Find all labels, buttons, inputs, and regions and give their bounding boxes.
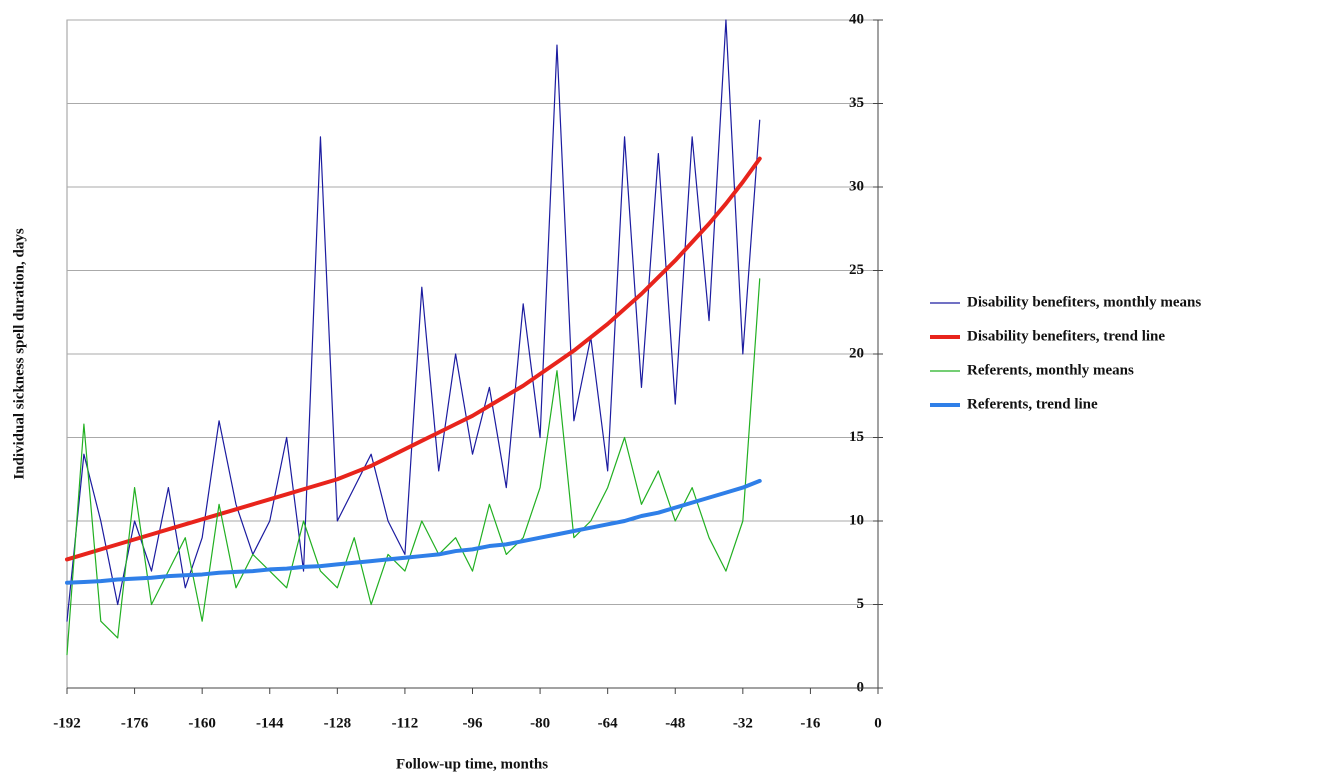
y-tick-label: 35 bbox=[849, 95, 864, 111]
series-line bbox=[66, 19, 761, 622]
legend-label: Disability benefiters, trend line bbox=[967, 328, 1165, 344]
x-tick-label: -48 bbox=[665, 715, 685, 731]
legend-label: Disability benefiters, monthly means bbox=[967, 294, 1201, 310]
x-tick-label: -192 bbox=[53, 715, 81, 731]
x-tick-label: -96 bbox=[463, 715, 483, 731]
y-tick-label: 5 bbox=[857, 596, 865, 612]
y-tick-label: 20 bbox=[849, 345, 864, 361]
x-tick-label: -112 bbox=[392, 715, 419, 731]
x-tick-label: -64 bbox=[598, 715, 618, 731]
x-axis-title: Follow-up time, months bbox=[396, 756, 548, 772]
legend-label: Referents, monthly means bbox=[967, 362, 1134, 378]
y-tick-label: 0 bbox=[857, 679, 865, 695]
series-line bbox=[66, 278, 761, 656]
y-tick-label: 25 bbox=[849, 262, 864, 278]
x-tick-label: -160 bbox=[188, 715, 216, 731]
y-tick-label: 10 bbox=[849, 512, 864, 528]
x-tick-label: 0 bbox=[874, 715, 882, 731]
x-tick-label: -16 bbox=[800, 715, 820, 731]
x-tick-label: -144 bbox=[256, 715, 284, 731]
y-axis-title: Individual sickness spell duration, days bbox=[11, 228, 27, 480]
legend-label: Referents, trend line bbox=[967, 396, 1098, 412]
x-tick-label: -80 bbox=[530, 715, 550, 731]
y-tick-label: 15 bbox=[849, 429, 864, 445]
series-line bbox=[65, 156, 762, 562]
series-line bbox=[65, 478, 762, 585]
x-tick-label: -128 bbox=[324, 715, 352, 731]
x-tick-label: -32 bbox=[733, 715, 753, 731]
y-tick-label: 40 bbox=[849, 11, 864, 27]
x-tick-label: -176 bbox=[121, 715, 149, 731]
y-tick-label: 30 bbox=[849, 178, 864, 194]
